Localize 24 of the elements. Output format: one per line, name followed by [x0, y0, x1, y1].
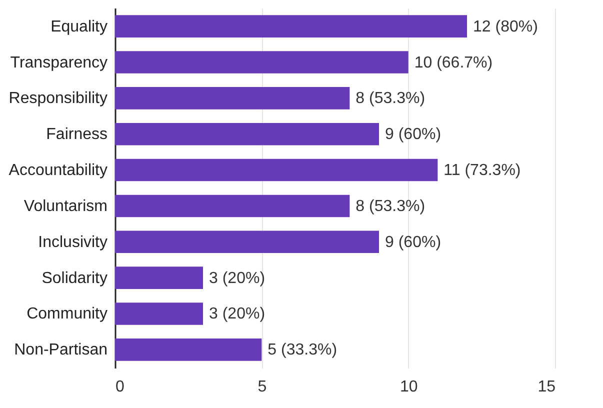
- data-label: 12 (80%): [473, 18, 538, 36]
- data-label: 3 (20%): [209, 270, 266, 287]
- y-tick-label: Community: [26, 306, 108, 323]
- y-tick-label: Inclusivity: [38, 234, 108, 251]
- y-tick-label: Solidarity: [42, 270, 108, 287]
- data-label: 8 (53.3%): [356, 198, 426, 215]
- y-tick-label: Responsibility: [8, 90, 108, 108]
- data-label: 8 (53.3%): [356, 90, 426, 108]
- data-label: 9 (60%): [385, 234, 442, 251]
- data-label: 5 (33.3%): [268, 342, 338, 359]
- y-tick-label: Non-Partisan: [14, 342, 108, 359]
- x-tick-label: 5: [258, 378, 267, 396]
- data-label: 10 (66.7%): [414, 54, 493, 72]
- data-label: 9 (60%): [385, 126, 442, 144]
- y-tick-label: Voluntarism: [24, 198, 108, 215]
- x-tick-label: 10: [400, 378, 418, 396]
- y-tick-label: Accountability: [8, 162, 108, 180]
- y-tick-label: Fairness: [46, 126, 108, 144]
- data-label: 11 (73.3%): [444, 162, 521, 180]
- y-tick-label: Transparency: [10, 54, 108, 72]
- x-tick-label: 15: [538, 378, 556, 396]
- y-tick-label: Equality: [50, 18, 108, 36]
- x-tick-label: 0: [116, 378, 124, 396]
- data-label: 3 (20%): [209, 306, 266, 323]
